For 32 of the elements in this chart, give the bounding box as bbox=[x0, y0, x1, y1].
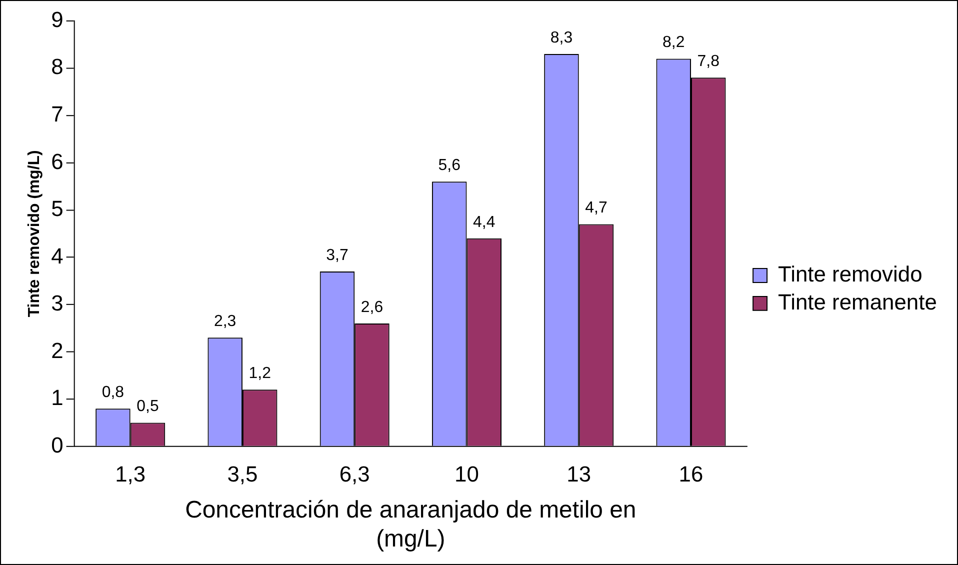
y-tick-label: 8 bbox=[51, 54, 64, 80]
data-label: 8,3 bbox=[550, 29, 573, 46]
x-tick-label: 1,3 bbox=[115, 462, 146, 487]
y-tick-label: 1 bbox=[51, 385, 64, 410]
x-tick-label: 16 bbox=[678, 462, 704, 487]
x-axis-title: Concentración de anaranjado de metilo en (mg/L) bbox=[185, 496, 636, 552]
data-label: 2,6 bbox=[360, 298, 384, 316]
data-label: 2,3 bbox=[214, 313, 236, 330]
data-label: 5,6 bbox=[438, 157, 461, 174]
y-tick-label: 9 bbox=[51, 6, 64, 32]
data-label: 4,4 bbox=[473, 214, 496, 231]
data-label: 0,5 bbox=[136, 398, 159, 416]
data-label: 7,8 bbox=[697, 53, 720, 70]
data-label: 3,7 bbox=[326, 246, 348, 264]
y-tick-label: 7 bbox=[51, 102, 64, 127]
data-label: 4,7 bbox=[585, 200, 608, 217]
data-label: 1,2 bbox=[248, 365, 272, 382]
y-tick-label: 3 bbox=[51, 290, 64, 316]
y-tick-label: 0 bbox=[51, 432, 64, 458]
x-tick-label: 3,5 bbox=[227, 462, 258, 487]
data-label: 0,8 bbox=[102, 384, 124, 402]
legend-label: Tinte remanente bbox=[778, 289, 937, 314]
x-tick-label: 6,3 bbox=[339, 462, 370, 487]
y-axis-title: Tinte removido (mg/L) bbox=[26, 150, 43, 318]
y-tick-label: 2 bbox=[51, 338, 64, 363]
y-tick-label: 6 bbox=[51, 148, 64, 174]
y-tick-label: 5 bbox=[51, 196, 64, 222]
x-tick-label: 10 bbox=[454, 462, 479, 487]
y-tick-label: 4 bbox=[51, 243, 64, 268]
data-label: 8,2 bbox=[662, 34, 685, 52]
x-tick-label: 13 bbox=[566, 462, 592, 487]
legend-label: Tinte removido bbox=[778, 262, 922, 287]
